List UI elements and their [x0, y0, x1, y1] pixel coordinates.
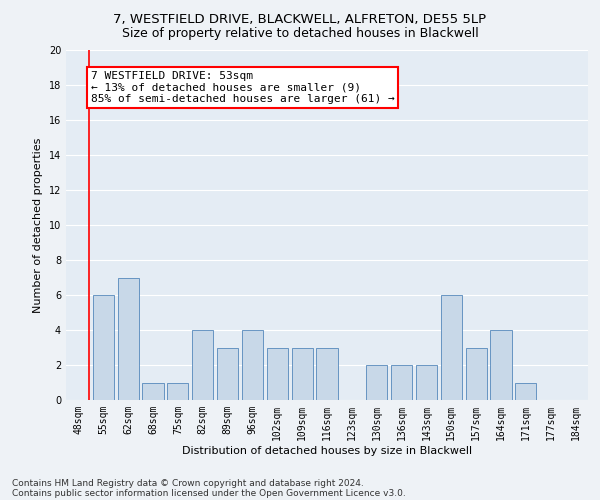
Bar — [93, 295, 114, 400]
Text: Size of property relative to detached houses in Blackwell: Size of property relative to detached ho… — [122, 28, 478, 40]
Bar — [316, 348, 338, 400]
Bar — [466, 348, 487, 400]
Bar — [142, 382, 164, 400]
X-axis label: Distribution of detached houses by size in Blackwell: Distribution of detached houses by size … — [182, 446, 472, 456]
Text: 7, WESTFIELD DRIVE, BLACKWELL, ALFRETON, DE55 5LP: 7, WESTFIELD DRIVE, BLACKWELL, ALFRETON,… — [113, 12, 487, 26]
Bar — [416, 365, 437, 400]
Bar — [167, 382, 188, 400]
Bar — [292, 348, 313, 400]
Y-axis label: Number of detached properties: Number of detached properties — [33, 138, 43, 312]
Bar — [118, 278, 139, 400]
Bar — [192, 330, 213, 400]
Bar — [515, 382, 536, 400]
Bar — [391, 365, 412, 400]
Bar — [267, 348, 288, 400]
Bar — [441, 295, 462, 400]
Bar — [217, 348, 238, 400]
Bar — [366, 365, 387, 400]
Bar — [490, 330, 512, 400]
Text: Contains public sector information licensed under the Open Government Licence v3: Contains public sector information licen… — [12, 488, 406, 498]
Bar — [242, 330, 263, 400]
Text: Contains HM Land Registry data © Crown copyright and database right 2024.: Contains HM Land Registry data © Crown c… — [12, 478, 364, 488]
Text: 7 WESTFIELD DRIVE: 53sqm
← 13% of detached houses are smaller (9)
85% of semi-de: 7 WESTFIELD DRIVE: 53sqm ← 13% of detach… — [91, 71, 395, 104]
